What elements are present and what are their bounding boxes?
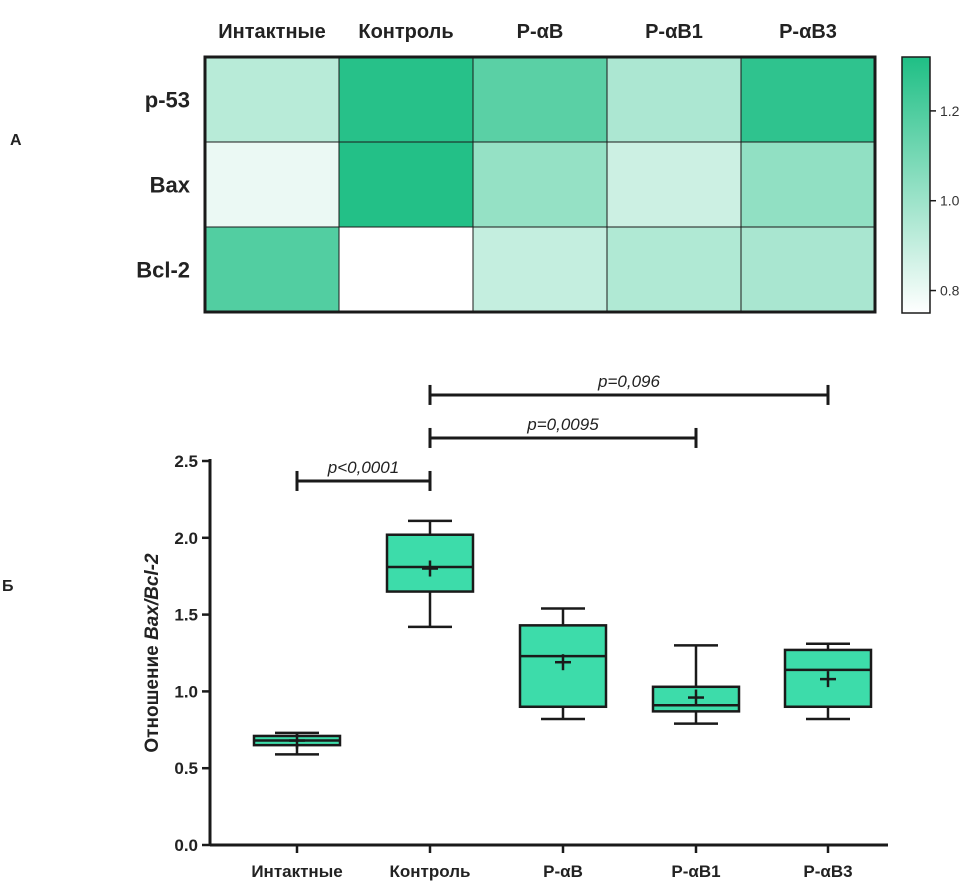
y-tick-label: 2.5 xyxy=(174,452,198,471)
colorbar: 0.8 1.0 1.2 xyxy=(901,56,960,314)
heatmap-column-label: Р-αВ xyxy=(517,21,564,43)
colorbar-tick-label: 1.2 xyxy=(940,103,960,119)
y-tick-label: 2.0 xyxy=(174,529,198,548)
panel-b-label: Б xyxy=(2,578,14,595)
colorbar-tick-label: 0.8 xyxy=(940,283,960,299)
heatmap-cell xyxy=(204,56,340,143)
comparison-p-value: p=0,0095 xyxy=(526,415,599,434)
heatmap-cell xyxy=(606,226,742,313)
heatmap-cell xyxy=(740,141,876,228)
x-category-label: Р-αВ1 xyxy=(671,862,720,881)
y-tick-label: 0.0 xyxy=(174,836,198,855)
colorbar-scale xyxy=(901,56,931,314)
heatmap-cell xyxy=(338,141,474,228)
y-axis-label: Отношение Bax/Bcl-2 xyxy=(142,553,163,753)
heatmap-cell xyxy=(338,56,474,143)
comparison-p-value: p=0,096 xyxy=(597,372,660,391)
comparison-p-value: p<0,0001 xyxy=(327,458,399,477)
heatmap-cell xyxy=(472,56,608,143)
x-category-label: Контроль xyxy=(390,862,471,881)
x-category-label: Р-αВ xyxy=(543,862,583,881)
heatmap-column-label: Р-αВ3 xyxy=(779,21,837,43)
panel-a-label: А xyxy=(10,132,22,149)
box-plot: 0.0 0.5 1.0 1.5 2.0 2.5 Интактные Контроль Р-αВ Р… xyxy=(142,372,888,881)
heatmap-cell xyxy=(338,226,474,313)
x-category-label: Интактные xyxy=(251,862,342,881)
y-tick-label: 1.0 xyxy=(174,682,198,701)
heatmap-row-label: р-53 xyxy=(145,88,190,113)
heatmap-cell xyxy=(606,141,742,228)
heatmap-row-label: Bcl-2 xyxy=(136,258,190,283)
heatmap-cell xyxy=(204,226,340,313)
y-tick-label: 1.5 xyxy=(174,606,198,625)
y-axis-label-prefix: Отношение xyxy=(142,640,163,753)
y-axis-label-ratio: Bax/Bcl-2 xyxy=(142,553,163,640)
heatmap-row-label: Bax xyxy=(150,173,191,198)
heatmap-cell xyxy=(740,226,876,313)
heatmap-cell xyxy=(740,56,876,143)
heatmap-column-label: Р-αВ1 xyxy=(645,21,703,43)
heatmap-column-label: Интактные xyxy=(218,21,325,43)
heatmap-column-label: Контроль xyxy=(358,21,453,43)
heatmap: Интактные Контроль Р-αВ Р-αВ1 Р-αВ3 р-53 Bax Bc… xyxy=(136,21,877,314)
heatmap-cell xyxy=(606,56,742,143)
x-category-label: Р-αВ3 xyxy=(803,862,852,881)
colorbar-tick-label: 1.0 xyxy=(940,193,960,209)
heatmap-frame xyxy=(203,55,877,314)
heatmap-cell xyxy=(472,226,608,313)
heatmap-cell xyxy=(472,141,608,228)
heatmap-cell xyxy=(204,141,340,228)
y-tick-label: 0.5 xyxy=(174,759,198,778)
